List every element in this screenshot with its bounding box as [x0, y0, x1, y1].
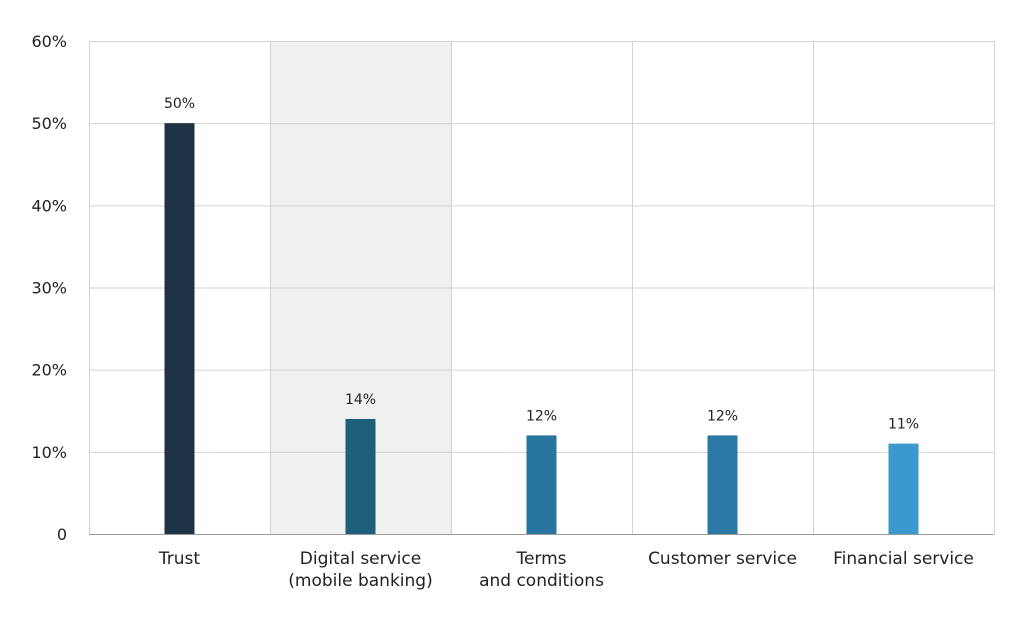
y-tick-label: 40%	[31, 196, 67, 215]
y-tick-label: 60%	[31, 32, 67, 51]
x-category-label-line: (mobile banking)	[288, 571, 432, 591]
bar	[164, 123, 195, 535]
x-category-label: Customer service	[648, 549, 797, 569]
x-category-label: Financial service	[833, 549, 974, 569]
data-labels: 50% 14% 12% 12% 11%	[164, 96, 919, 432]
x-category-label-line: Terms	[515, 549, 566, 569]
bars	[164, 123, 919, 535]
data-label: 12%	[526, 408, 557, 424]
y-tick-label: 10%	[31, 443, 67, 462]
bar	[526, 435, 557, 534]
bar	[707, 435, 738, 534]
y-tick-label: 30%	[31, 279, 67, 298]
x-category-label-line: Digital service	[300, 549, 421, 569]
x-category-label: Terms and conditions	[479, 549, 604, 591]
data-label: 14%	[345, 392, 376, 408]
x-category-label-line: Trust	[158, 549, 201, 569]
y-tick-label: 0	[57, 525, 67, 544]
data-label: 50%	[164, 96, 195, 112]
bar	[345, 418, 376, 534]
y-tick-label: 20%	[31, 361, 67, 380]
x-category-label: Trust	[158, 549, 201, 569]
y-tick-label: 50%	[31, 114, 67, 133]
y-axis-ticks: 0 10% 20% 30% 40% 50% 60%	[31, 32, 67, 544]
x-category-label: Digital service (mobile banking)	[288, 549, 432, 591]
data-label: 12%	[707, 408, 738, 424]
x-category-label-line: Customer service	[648, 549, 797, 569]
bar	[888, 443, 919, 534]
x-category-label-line: and conditions	[479, 571, 604, 591]
x-axis-categories: Trust Digital service (mobile banking) Term…	[158, 549, 974, 591]
data-label: 11%	[888, 417, 919, 433]
x-category-label-line: Financial service	[833, 549, 974, 569]
